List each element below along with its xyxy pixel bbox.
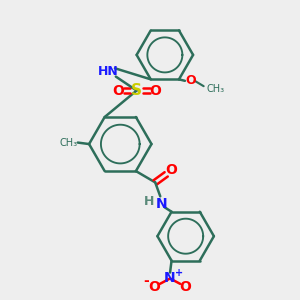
Text: CH₃: CH₃	[59, 138, 77, 148]
Text: O: O	[180, 280, 191, 294]
Text: O: O	[149, 84, 161, 98]
Text: H: H	[144, 195, 154, 208]
Text: N: N	[164, 272, 176, 286]
Text: S: S	[131, 83, 142, 98]
Text: HN: HN	[98, 65, 119, 78]
Text: N: N	[156, 197, 168, 211]
Text: O: O	[149, 280, 161, 294]
Text: O: O	[185, 74, 196, 87]
Text: +: +	[175, 268, 183, 278]
Text: O: O	[166, 163, 178, 177]
Text: CH₃: CH₃	[207, 84, 225, 94]
Text: O: O	[112, 84, 124, 98]
Text: -: -	[143, 274, 148, 289]
